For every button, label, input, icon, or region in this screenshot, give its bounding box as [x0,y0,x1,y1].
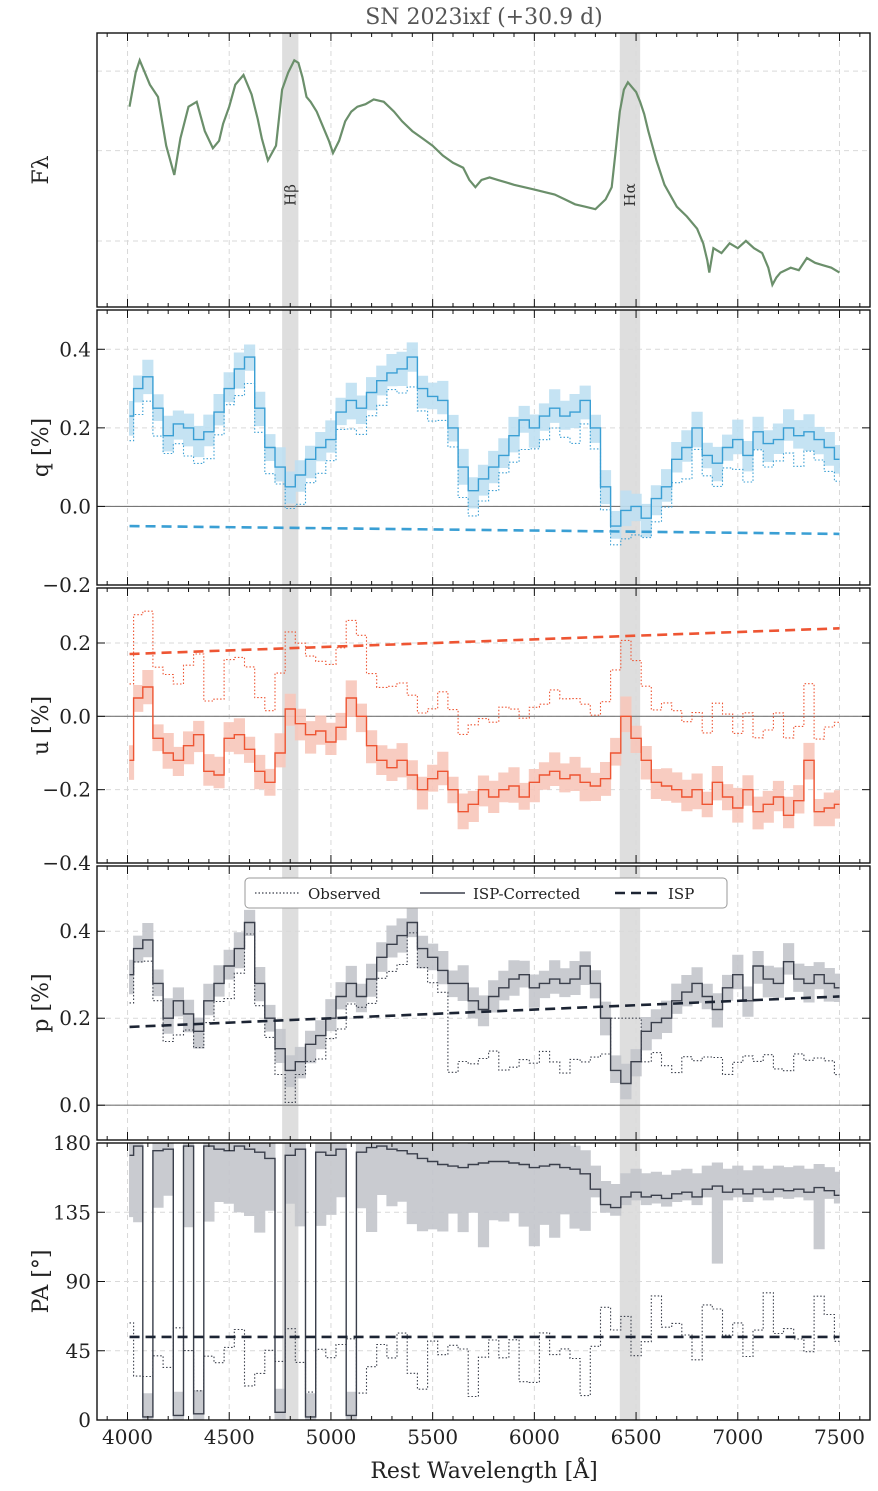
y-axis-label: Fλ [29,155,54,184]
error-band [129,670,840,830]
y-tick-label: −0.2 [42,778,91,802]
y-tick-label: −0.2 [42,573,91,597]
y-tick-label: 0.2 [59,631,91,655]
y-tick-label: 135 [53,1200,91,1224]
isp-corrected-line [129,686,840,816]
y-tick-label: −0.4 [42,851,91,875]
y-axis-label: p [%] [29,973,54,1032]
x-tick-label: 4000 [102,1425,153,1449]
error-band [129,907,840,1100]
y-axis-label: q [%] [29,418,54,477]
x-tick-label: 6500 [611,1425,662,1449]
y-tick-label: 0.4 [59,337,91,361]
isp-line [129,524,840,536]
isp-line [129,995,840,1029]
observed-line [129,932,840,1103]
chart-title: SN 2023ixf (+30.9 d) [365,5,603,30]
isp-corrected-line [129,356,840,527]
x-tick-label: 5500 [407,1425,458,1449]
panel-q: −0.2 0.0 0.2 0.4 q [%] [29,309,871,597]
panel-frame [96,32,871,308]
legend-entry: ISP-Corrected [473,885,581,903]
shaded-band [619,310,641,585]
x-tick-label: 5000 [305,1425,356,1449]
y-axis-label: u [%] [29,696,54,755]
y-tick-label: 0.4 [59,919,91,943]
y-tick-label: 0 [78,1408,91,1432]
observed-line [129,610,840,740]
legend-entry: ISP [668,885,694,903]
shaded-band [282,310,299,585]
legend-entry: Observed [308,885,381,903]
y-tick-label: 180 [53,1131,91,1155]
y-tick-label: 0.0 [59,1093,91,1117]
isp-corrected-line [129,1145,840,1418]
y-tick-label: 90 [66,1270,91,1294]
flux-spectrum-line [128,57,841,288]
legend-box [244,877,728,909]
x-tick-label: 6000 [509,1425,560,1449]
y-tick-label: 0.0 [59,704,91,728]
y-tick-label: 0.2 [59,1006,91,1030]
x-tick-label: 7000 [712,1425,763,1449]
y-tick-label: 0.0 [59,494,91,518]
shaded-band [619,33,641,307]
x-tick-label: 4500 [204,1425,255,1449]
y-tick-label: 45 [66,1339,91,1363]
panel-frame [96,587,871,864]
panel-frame [96,865,871,1141]
panel-pa: 0 45 90 135 180 PA [°] 4000 4500 5000 5500 6000 650… [29,1131,871,1449]
observed-line [129,1292,840,1398]
panels: Fλ Hβ Hα −0.2 0.0 0.2 0.4 q [%] −0.4 −0.2 0.0 0.2 u … [29,32,871,1449]
x-tick-label: 7500 [814,1425,865,1449]
y-tick-label: 0.2 [59,416,91,440]
band-label: Hβ [281,184,299,206]
panel-frame [96,309,871,586]
panel-flux: Fλ Hβ Hα [29,32,871,308]
band-label: Hα [621,183,639,206]
legend: Observed ISP-Corrected ISP [244,877,728,909]
isp-corrected-line [129,921,840,1085]
panel-u: −0.4 −0.2 0.0 0.2 u [%] [29,587,871,875]
x-axis-label: Rest Wavelength [Å] [370,1456,597,1484]
y-axis-label: PA [°] [29,1250,54,1314]
isp-line [129,627,840,656]
shaded-band [282,33,299,307]
panel-p: 0.0 0.2 0.4 p [%] Observed ISP-Corrected ISP [29,865,871,1141]
observed-line [129,382,840,546]
